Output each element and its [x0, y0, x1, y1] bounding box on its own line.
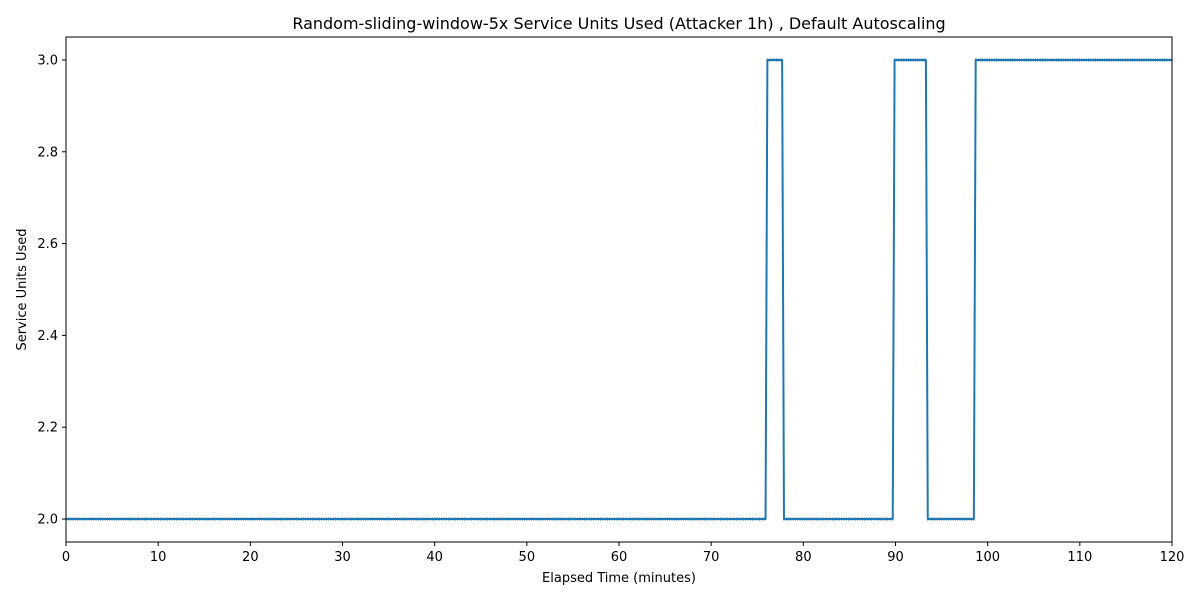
- x-tick-label: 30: [334, 550, 351, 565]
- y-tick-label: 2.0: [37, 513, 58, 528]
- y-tick-label: 2.8: [37, 145, 58, 160]
- y-tick-label: 3.0: [37, 53, 58, 68]
- x-axis-label: Elapsed Time (minutes): [542, 571, 696, 586]
- y-axis-ticks: 2.0 2.2 2.4 2.6 2.8 3.0: [37, 53, 66, 528]
- series-markers: [65, 58, 1172, 521]
- x-tick-label: 50: [519, 550, 536, 565]
- x-tick-label: 70: [703, 550, 720, 565]
- x-tick-label: 120: [1160, 550, 1185, 565]
- x-tick-label: 10: [150, 550, 167, 565]
- chart-title: Random-sliding-window-5x Service Units U…: [292, 14, 945, 33]
- x-tick-label: 40: [426, 550, 443, 565]
- y-tick-label: 2.2: [37, 421, 58, 436]
- y-axis-label: Service Units Used: [15, 228, 30, 350]
- x-tick-label: 20: [242, 550, 259, 565]
- axes-frame: [65, 36, 1173, 543]
- x-tick-label: 90: [887, 550, 904, 565]
- y-tick-label: 2.4: [37, 329, 58, 344]
- series-line: [66, 58, 1172, 521]
- x-axis-ticks: 0 10 20 30 40 50 60 70 80 90 100 110 120: [62, 542, 1185, 565]
- x-tick-label: 0: [62, 550, 70, 565]
- x-tick-label: 100: [975, 550, 1000, 565]
- plot-area: [65, 58, 1172, 521]
- x-tick-label: 110: [1067, 550, 1092, 565]
- x-tick-label: 60: [611, 550, 628, 565]
- y-tick-label: 2.6: [37, 237, 58, 252]
- x-tick-label: 80: [795, 550, 812, 565]
